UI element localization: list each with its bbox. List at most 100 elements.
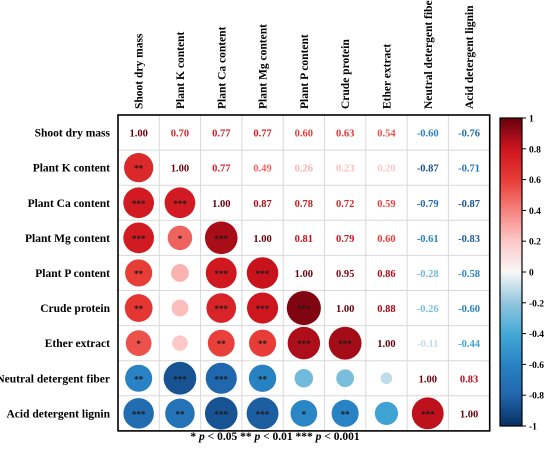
coef-label: 0.78 bbox=[295, 199, 313, 210]
significance-stars: ** bbox=[134, 374, 144, 384]
corr-circle bbox=[380, 372, 393, 385]
significance-stars: * bbox=[136, 339, 141, 349]
row-label: Crude protein bbox=[40, 303, 110, 315]
corr-circle bbox=[331, 399, 359, 427]
coef-label: 0.88 bbox=[377, 304, 395, 315]
significance-stars: *** bbox=[215, 234, 229, 244]
coef-label: 0.95 bbox=[336, 269, 354, 280]
row-label: Plant Ca content bbox=[28, 198, 111, 210]
coef-label: 0.59 bbox=[377, 199, 395, 210]
footnote-text-3: < 0.001 bbox=[321, 431, 360, 443]
significance-stars: ** bbox=[341, 409, 351, 419]
coef-label: -0.44 bbox=[458, 339, 481, 350]
colorbar-tick-label: -0.6 bbox=[529, 361, 544, 371]
significance-stars: * bbox=[178, 234, 183, 244]
corr-circle bbox=[206, 293, 237, 323]
coef-label: 1.00 bbox=[171, 164, 189, 175]
coef-label: 1.00 bbox=[253, 234, 271, 245]
significance-stars: *** bbox=[215, 304, 229, 314]
coef-label: 0.49 bbox=[253, 164, 271, 175]
colorbar-tick-label: 1 bbox=[529, 115, 534, 125]
coef-label: 0.81 bbox=[295, 234, 313, 245]
significance-stars: *** bbox=[132, 234, 146, 244]
corr-circle bbox=[246, 257, 279, 289]
coef-label: 0.77 bbox=[253, 129, 271, 140]
significance-stars: *** bbox=[297, 304, 311, 314]
row-label: Plant Mg content bbox=[25, 233, 110, 245]
footnote-text-1: < 0.05 ** bbox=[204, 431, 255, 443]
corr-circle bbox=[123, 398, 154, 429]
significance-stars: ** bbox=[217, 339, 227, 349]
corr-circle bbox=[165, 398, 195, 429]
coef-label: -0.58 bbox=[458, 269, 480, 280]
row-label: Plant K content bbox=[33, 163, 110, 175]
significance-stars: *** bbox=[338, 339, 352, 349]
significance-stars: ** bbox=[258, 339, 268, 349]
significance-stars: ** bbox=[134, 304, 144, 314]
significance-stars: *** bbox=[173, 374, 187, 384]
column-label: Plant Mg content bbox=[258, 24, 270, 109]
corr-circle bbox=[125, 330, 152, 357]
significance-stars: *** bbox=[421, 409, 435, 419]
corr-circle bbox=[374, 401, 399, 425]
coef-label: 1.00 bbox=[212, 199, 230, 210]
coef-label: 0.23 bbox=[336, 164, 354, 175]
corr-circle bbox=[328, 326, 362, 360]
corr-circle bbox=[124, 294, 153, 322]
significance-stars: ** bbox=[175, 409, 185, 419]
coef-label: -0.26 bbox=[417, 304, 439, 315]
significance-stars: *** bbox=[173, 199, 187, 209]
coef-label: 0.20 bbox=[377, 164, 395, 175]
coef-label: 0.79 bbox=[336, 234, 354, 245]
column-label: Ether extract bbox=[381, 44, 393, 109]
plot-border bbox=[117, 114, 491, 432]
significance-stars: *** bbox=[256, 409, 270, 419]
corr-circle bbox=[248, 364, 277, 392]
column-label: Plant K content bbox=[175, 32, 187, 109]
footnote-star: * bbox=[190, 431, 200, 443]
coef-label: -0.83 bbox=[458, 234, 480, 245]
coef-label: 0.87 bbox=[253, 199, 271, 210]
colorbar-tick-label: 0.2 bbox=[529, 238, 541, 248]
coef-label: 0.63 bbox=[336, 129, 354, 140]
coef-label: 0.83 bbox=[460, 374, 478, 385]
significance-stars: ** bbox=[134, 269, 144, 279]
significance-stars: *** bbox=[132, 409, 146, 419]
significance-footnote: * p < 0.05 ** p < 0.01 *** p < 0.001 bbox=[0, 431, 550, 443]
significance-stars: *** bbox=[256, 304, 270, 314]
column-label: Crude protein bbox=[340, 39, 352, 109]
significance-stars: *** bbox=[132, 199, 146, 209]
significance-stars: ** bbox=[134, 164, 144, 174]
coef-label: 1.00 bbox=[460, 409, 478, 420]
significance-stars: *** bbox=[215, 409, 229, 419]
corr-circle bbox=[171, 264, 189, 282]
corr-circle bbox=[294, 368, 314, 388]
colorbar-tick-label: 0 bbox=[529, 269, 534, 279]
row-label: Ether extract bbox=[45, 338, 110, 350]
significance-stars: *** bbox=[215, 269, 229, 279]
coef-label: 0.26 bbox=[295, 164, 313, 175]
coef-label: 0.77 bbox=[212, 129, 230, 140]
corr-circle bbox=[287, 326, 321, 360]
footnote-p3: p bbox=[315, 431, 322, 443]
corr-circle bbox=[171, 299, 189, 317]
row-label: Acid detergent lignin bbox=[7, 408, 111, 420]
corr-circle bbox=[286, 290, 321, 326]
colorbar-tick-label: -0.2 bbox=[529, 299, 544, 309]
footnote-text-2: < 0.01 *** bbox=[260, 431, 316, 443]
coef-label: 0.60 bbox=[295, 129, 313, 140]
coef-label: 0.60 bbox=[377, 234, 395, 245]
significance-stars: * bbox=[302, 409, 307, 419]
corr-circle bbox=[163, 361, 197, 395]
coef-label: -0.87 bbox=[458, 199, 480, 210]
corr-circle bbox=[204, 221, 238, 255]
coef-label: -0.11 bbox=[417, 339, 438, 350]
coef-label: -0.76 bbox=[458, 129, 480, 140]
significance-stars: ** bbox=[258, 374, 268, 384]
corr-circle bbox=[290, 400, 318, 427]
coef-label: 1.00 bbox=[377, 339, 395, 350]
coef-label: -0.60 bbox=[417, 129, 439, 140]
coef-label: -0.79 bbox=[417, 199, 439, 210]
colorbar-tick-label: -0.4 bbox=[529, 330, 544, 340]
